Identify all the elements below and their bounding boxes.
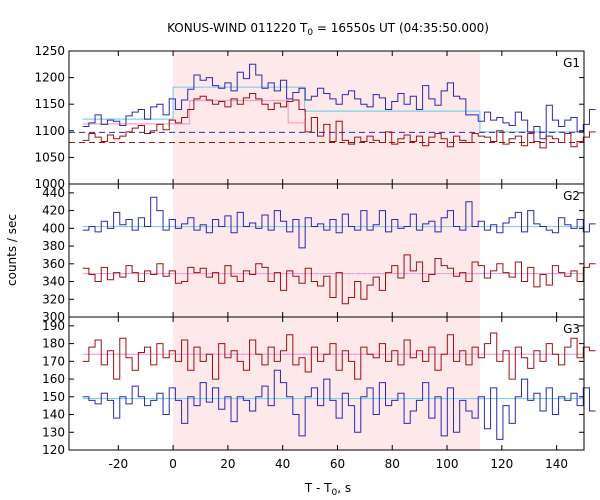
panel-g1: 1000 1050 1100 1150 1200 1250 G1 [34, 44, 596, 191]
background-fit-red [82, 99, 305, 125]
x-tick-label: 100 [436, 457, 459, 471]
y-tick-label: 120 [42, 443, 65, 457]
y-tick-label: 180 [42, 337, 65, 351]
y-tick-label: 360 [42, 257, 65, 271]
y-tick-label: 1050 [34, 150, 65, 164]
x-tick-label: 20 [220, 457, 235, 471]
panel-label: G3 [563, 322, 580, 336]
y-tick-label: 300 [42, 310, 65, 324]
panel-g2: 300 320 340 360 380 400 420 440 G2 [42, 183, 596, 324]
chart-title: KONUS-WIND 011220 T0 = 16550s UT (04:35:… [167, 21, 489, 38]
x-tick-label: 140 [545, 457, 568, 471]
panel-label: G1 [563, 56, 580, 70]
x-tick-label: 0 [169, 457, 177, 471]
y-axis-label: counts / sec [5, 214, 19, 286]
y-tick-label: 400 [42, 221, 65, 235]
y-tick-label: 150 [42, 390, 65, 404]
x-axis-label: T - T0, s [304, 481, 351, 498]
y-tick-label: 1250 [34, 44, 65, 58]
y-tick-label: 420 [42, 204, 65, 218]
x-tick-label: 60 [330, 457, 345, 471]
y-tick-label: 140 [42, 408, 65, 422]
background-fit-blue [82, 86, 584, 133]
series-red-g2 [82, 254, 596, 305]
x-tick-label: 40 [275, 457, 290, 471]
y-tick-label: 160 [42, 372, 65, 386]
y-tick-label: 340 [42, 275, 65, 289]
series-blue-g3 [82, 369, 596, 440]
y-tick-label: 380 [42, 239, 65, 253]
panel-g3: 120 130 140 150 160 170 180 190 -20 0 20 40 60 80 100 1… [42, 316, 596, 471]
series-red-g3 [82, 332, 596, 380]
x-tick-label: -20 [109, 457, 129, 471]
highlight-band [173, 317, 480, 450]
series-blue-g2 [82, 196, 596, 249]
panel-frame [68, 316, 585, 451]
y-tick-label: 170 [42, 354, 65, 368]
panel-label: G2 [563, 189, 580, 203]
y-tick-label: 1000 [34, 177, 65, 191]
y-tick-label: 1200 [34, 71, 65, 85]
y-tick-label: 320 [42, 292, 65, 306]
y-tick-label: 130 [42, 425, 65, 439]
y-tick-label: 1150 [34, 97, 65, 111]
x-tick-label: 80 [385, 457, 400, 471]
x-tick-label: 120 [490, 457, 513, 471]
y-tick-label: 1100 [34, 124, 65, 138]
y-tick-label: 440 [42, 186, 65, 200]
highlight-band [173, 184, 480, 317]
y-tick-label: 190 [42, 319, 65, 333]
series-blue-g1 [82, 63, 596, 140]
series-red-g1 [82, 93, 596, 149]
highlight-band [173, 51, 480, 184]
